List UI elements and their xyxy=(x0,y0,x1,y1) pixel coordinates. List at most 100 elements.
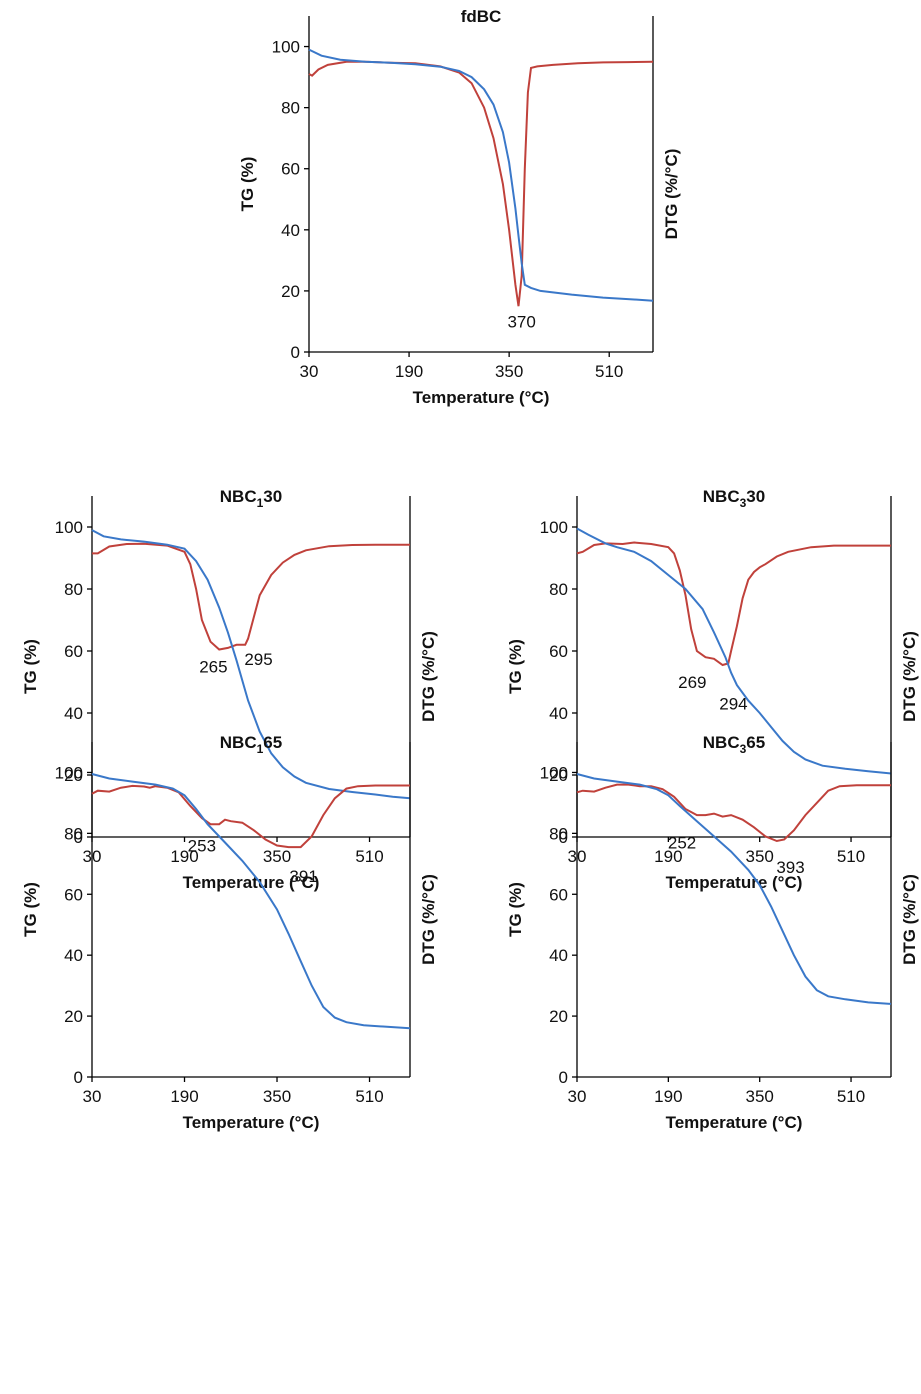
x-tick-label: 510 xyxy=(595,362,623,381)
dtg-series-line xyxy=(576,541,891,667)
chart-title-subscript: 1 xyxy=(257,496,264,510)
y-tick-label: 100 xyxy=(55,763,83,782)
x-tick-label: 190 xyxy=(170,1087,198,1106)
y-tick-label: 40 xyxy=(549,704,568,723)
x-tick-label: 350 xyxy=(746,847,774,866)
y-tick-label: 100 xyxy=(540,518,568,537)
chart-title-suffix: 30 xyxy=(746,487,765,506)
y-tick-label: 80 xyxy=(64,824,83,843)
peak-annotation: 393 xyxy=(776,858,804,877)
dtg-series-line xyxy=(91,784,410,849)
x-axis-label: Temperature (°C) xyxy=(183,873,320,892)
y-tick-label: 0 xyxy=(74,1068,83,1087)
y2-axis-label: DTG (%/°C) xyxy=(419,874,438,965)
y2-axis-label: DTG (%/°C) xyxy=(900,874,919,965)
chart-title: NBC165 xyxy=(220,733,282,756)
peak-annotation: 265 xyxy=(199,658,227,677)
chart-panel-1: 0 20 40 60 80 100 30 190 350 510 265 295 NBC130 Tempe… xyxy=(21,487,438,892)
x-tick-label: 350 xyxy=(746,1087,774,1106)
dtg-series-line xyxy=(308,60,654,307)
peak-annotation: 252 xyxy=(668,834,696,853)
peak-annotation: 391 xyxy=(289,867,317,886)
chart-title: NBC365 xyxy=(703,733,765,756)
x-axis-label: Temperature (°C) xyxy=(666,1113,803,1132)
y-tick-label: 0 xyxy=(559,828,568,847)
chart-panel-2: 0 20 40 60 80 100 30 190 350 510 269 294 NBC330 Tempe… xyxy=(506,487,919,892)
peak-annotation: 253 xyxy=(188,837,216,856)
y-tick-label: 80 xyxy=(281,99,300,118)
y-tick-label: 100 xyxy=(272,38,300,57)
peak-annotation: 294 xyxy=(719,695,747,714)
y-axis-label: TG (%) xyxy=(238,157,257,212)
x-axis-label: Temperature (°C) xyxy=(413,388,550,407)
peak-annotation: 370 xyxy=(507,312,535,331)
y-tick-label: 80 xyxy=(549,824,568,843)
x-tick-label: 350 xyxy=(495,362,523,381)
y-tick-label: 60 xyxy=(281,160,300,179)
y-tick-label: 20 xyxy=(64,766,83,785)
x-tick-label: 190 xyxy=(170,847,198,866)
x-tick-label: 190 xyxy=(654,1087,682,1106)
chart-title-suffix: 30 xyxy=(263,487,282,506)
x-tick-label: 350 xyxy=(263,847,291,866)
y2-axis-label: DTG (%/°C) xyxy=(419,631,438,722)
chart-title-main: NBC xyxy=(220,733,257,752)
tg-series-line xyxy=(308,48,654,302)
y-tick-label: 100 xyxy=(55,518,83,537)
tg-series-line xyxy=(91,773,411,1030)
chart-panel-0: 0 20 40 60 80 100 30 190 350 510 370 fdBC Temperatur… xyxy=(238,7,681,407)
x-tick-label: 30 xyxy=(83,1087,102,1106)
chart-title-suffix: 65 xyxy=(746,733,765,752)
dtg-series-line xyxy=(576,783,891,843)
tg-series-line xyxy=(576,773,892,1005)
y-tick-label: 20 xyxy=(64,1007,83,1026)
y-tick-label: 40 xyxy=(64,704,83,723)
peak-annotation: 295 xyxy=(244,650,272,669)
chart-title-subscript: 3 xyxy=(740,496,747,510)
y-axis-label: TG (%) xyxy=(21,639,40,694)
chart-title: fdBC xyxy=(461,7,502,26)
chart-title-main: NBC xyxy=(703,487,740,506)
x-tick-label: 510 xyxy=(837,1087,865,1106)
x-axis-label: Temperature (°C) xyxy=(183,1113,320,1132)
y-tick-label: 40 xyxy=(64,946,83,965)
chart-title: NBC130 xyxy=(220,487,282,510)
y-axis-label: TG (%) xyxy=(21,882,40,937)
y-axis-label: TG (%) xyxy=(506,639,525,694)
x-axis-label: Temperature (°C) xyxy=(666,873,803,892)
x-tick-label: 30 xyxy=(568,1087,587,1106)
y-tick-label: 40 xyxy=(281,221,300,240)
chart-title-main: NBC xyxy=(703,733,740,752)
y-tick-label: 0 xyxy=(291,343,300,362)
chart-title: NBC330 xyxy=(703,487,765,510)
x-tick-label: 510 xyxy=(355,847,383,866)
tg-series-line xyxy=(576,527,892,775)
y-tick-label: 40 xyxy=(549,946,568,965)
chart-panel-3: 0 20 40 60 80 100 30 190 350 510 253 391 NBC165 Tempe… xyxy=(21,733,438,1132)
y-tick-label: 60 xyxy=(549,642,568,661)
y-tick-label: 0 xyxy=(74,828,83,847)
y-tick-label: 0 xyxy=(559,1068,568,1087)
y-axis-label: TG (%) xyxy=(506,882,525,937)
y2-axis-label: DTG (%/°C) xyxy=(662,149,681,240)
chart-title-suffix: 65 xyxy=(263,733,282,752)
y-tick-label: 60 xyxy=(549,885,568,904)
x-tick-label: 510 xyxy=(355,1087,383,1106)
x-tick-label: 30 xyxy=(300,362,319,381)
dtg-series-line xyxy=(92,542,410,651)
chart-title-main: NBC xyxy=(220,487,257,506)
y-tick-label: 80 xyxy=(64,580,83,599)
chart-title-main: fdBC xyxy=(461,7,502,26)
y-tick-label: 80 xyxy=(549,580,568,599)
x-tick-label: 190 xyxy=(654,847,682,866)
y-tick-label: 100 xyxy=(540,763,568,782)
y-tick-label: 20 xyxy=(281,282,300,301)
x-tick-label: 350 xyxy=(263,1087,291,1106)
y-tick-label: 60 xyxy=(64,642,83,661)
tg-series-line xyxy=(91,529,411,800)
x-tick-label: 190 xyxy=(395,362,423,381)
x-tick-label: 510 xyxy=(837,847,865,866)
chart-title-subscript: 1 xyxy=(257,742,264,756)
